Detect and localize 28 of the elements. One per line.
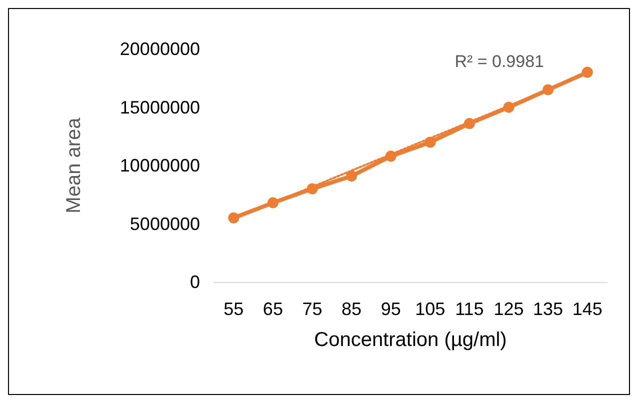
point	[346, 170, 358, 182]
x-tick-label: 135	[533, 299, 564, 319]
point	[306, 183, 318, 194]
x-tick-label: 105	[415, 299, 446, 319]
y-tick-label: 5000000	[130, 214, 200, 234]
point	[503, 102, 514, 113]
x-tick-label: 95	[380, 299, 401, 319]
annotation: R² = 0.9981	[454, 52, 544, 71]
x-tick-label: 125	[494, 299, 524, 319]
y-tick-label: 0	[190, 272, 200, 292]
y-axis-title: Mean area	[63, 116, 85, 214]
x-tick-label: 75	[302, 299, 322, 319]
y-tick-label: 15000000	[120, 97, 200, 118]
x-tick-label: 65	[262, 299, 283, 319]
point	[582, 66, 593, 78]
x-tick-label: 85	[342, 299, 362, 319]
x-tick-label: 55	[224, 299, 244, 319]
point	[424, 136, 436, 148]
point	[542, 84, 554, 96]
x-axis-title: Concentration (µg/ml)	[314, 329, 507, 351]
x-tick-label: 145	[572, 299, 602, 319]
point	[228, 212, 240, 224]
y-tick-label: 10000000	[120, 156, 200, 176]
point	[464, 118, 475, 130]
y-tick-label: 20000000	[120, 39, 200, 59]
point	[267, 197, 278, 208]
x-tick-label: 115	[455, 299, 484, 319]
point	[385, 150, 396, 162]
